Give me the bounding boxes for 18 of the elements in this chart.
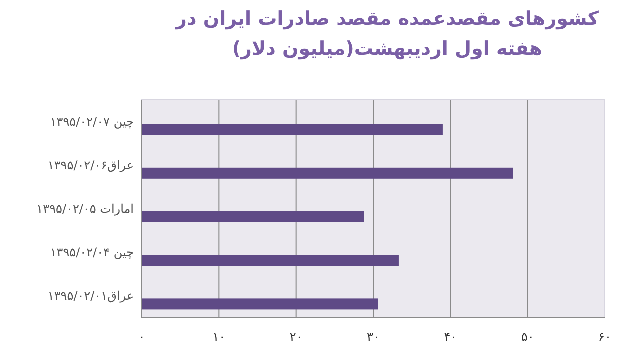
y-tick-label: امارات ۱۳۹۵/۰۲/۰۵ <box>36 202 134 216</box>
x-tick-label: ۰ <box>138 330 146 344</box>
bar <box>142 255 399 266</box>
chart-title: کشورهای مقصدعمده مقصد صادرات ایران در هفته اول اردیبهشت(میلیون دلار) <box>174 7 600 62</box>
x-tick-label: ۴۰ <box>444 330 458 344</box>
x-tick-label: ۶۰ <box>598 330 612 344</box>
y-tick-label: عراق۱۳۹۵/۰۲/۰۶ <box>48 158 134 172</box>
y-tick-label: چین ۱۳۹۵/۰۲/۰۴ <box>50 246 134 260</box>
bar <box>142 298 378 310</box>
x-tick-label: ۲۰ <box>290 330 303 344</box>
y-tick-label: عراق۱۳۹۵/۰۲/۰۱ <box>48 289 134 304</box>
y-tick-label: چین ۱۳۹۵/۰۲/۰۷ <box>50 114 134 129</box>
x-tick-label: ۵۰ <box>521 330 534 344</box>
bar <box>142 168 514 179</box>
bar <box>142 124 443 136</box>
x-tick-label: ۳۰ <box>367 330 380 344</box>
x-tick-label: ۱۰ <box>212 330 226 344</box>
bar <box>142 212 364 222</box>
